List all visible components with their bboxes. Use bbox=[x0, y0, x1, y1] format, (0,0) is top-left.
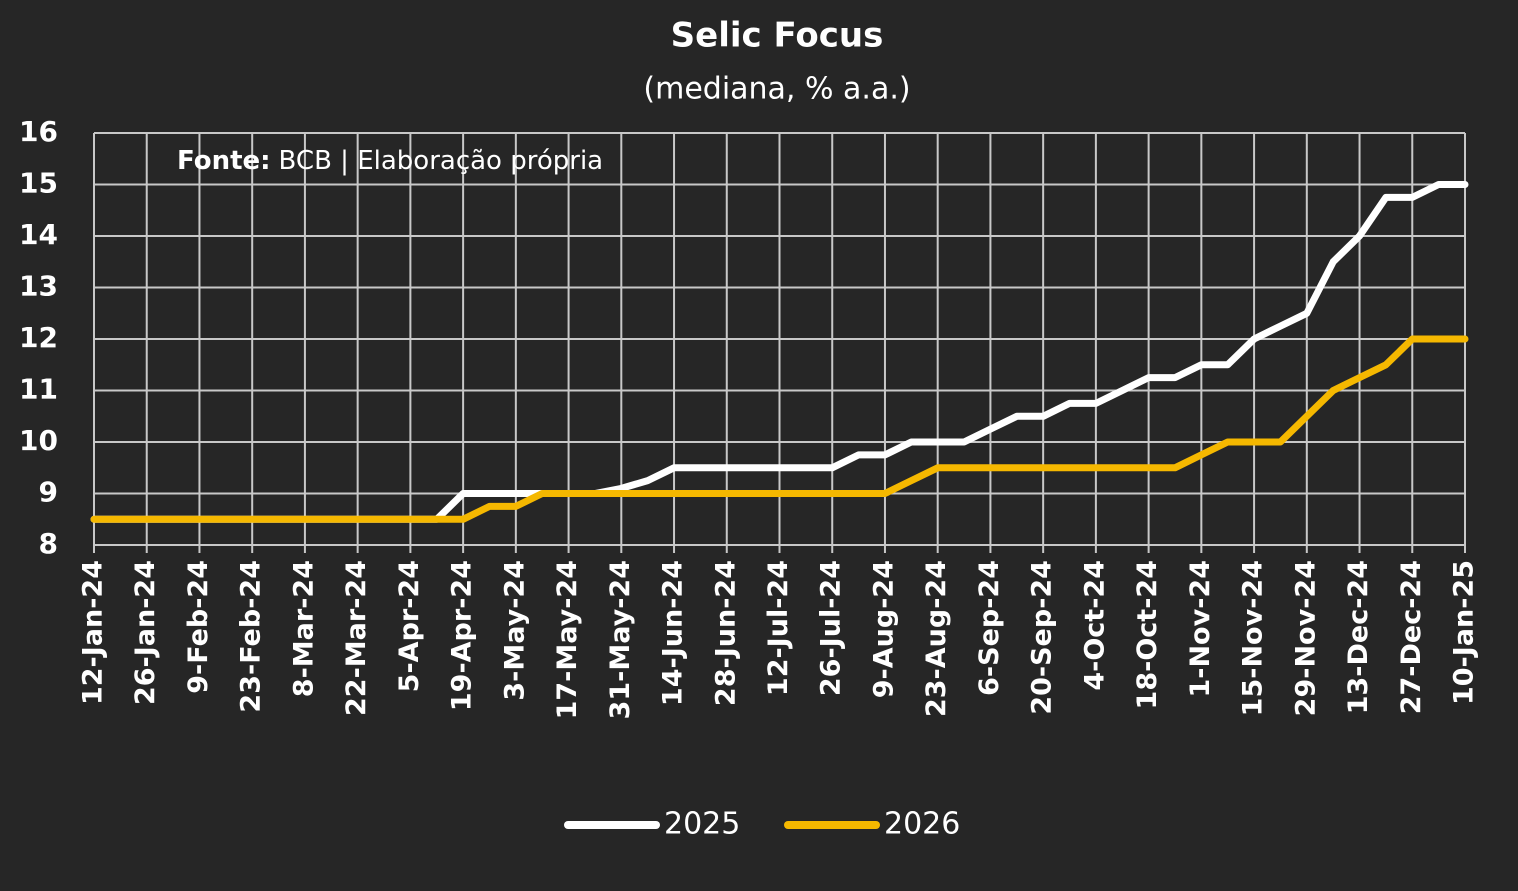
y-tick-label: 16 bbox=[19, 115, 58, 148]
y-tick-label: 15 bbox=[19, 167, 58, 200]
x-tick-label: 20-Sep-24 bbox=[1027, 560, 1058, 715]
x-tick-label: 1-Nov-24 bbox=[1185, 560, 1216, 698]
y-tick-label: 13 bbox=[19, 270, 58, 303]
x-tick-label: 23-Feb-24 bbox=[236, 560, 267, 713]
x-tick-label: 22-Mar-24 bbox=[341, 560, 372, 716]
x-tick-label: 3-May-24 bbox=[499, 560, 530, 701]
x-tick-label: 12-Jan-24 bbox=[78, 560, 109, 705]
chart-title: Selic Focus bbox=[671, 16, 884, 56]
source-label: Fonte: bbox=[177, 146, 271, 176]
y-tick-label: 10 bbox=[19, 424, 58, 457]
x-tick-label: 6-Sep-24 bbox=[974, 560, 1005, 696]
legend-label: 2025 bbox=[664, 807, 740, 842]
series-line bbox=[90, 335, 1469, 523]
chart-subtitle: (mediana, % a.a.) bbox=[643, 72, 910, 107]
y-tick-label: 9 bbox=[39, 476, 58, 509]
x-tick-label: 15-Nov-24 bbox=[1238, 560, 1269, 716]
x-tick-label: 31-May-24 bbox=[605, 560, 636, 719]
x-tick-label: 18-Oct-24 bbox=[1132, 560, 1163, 709]
x-tick-label: 9-Feb-24 bbox=[183, 560, 214, 694]
x-tick-label: 29-Nov-24 bbox=[1290, 560, 1321, 716]
x-tick-label: 23-Aug-24 bbox=[921, 560, 952, 717]
y-tick-label: 14 bbox=[19, 218, 58, 251]
x-tick-label: 12-Jul-24 bbox=[763, 560, 794, 696]
x-tick-label: 10-Jan-25 bbox=[1449, 560, 1480, 705]
x-tick-label: 13-Dec-24 bbox=[1343, 560, 1374, 714]
x-tick-label: 26-Jul-24 bbox=[816, 560, 847, 696]
x-tick-label: 14-Jun-24 bbox=[658, 560, 689, 706]
legend-label: 2026 bbox=[884, 807, 960, 842]
y-tick-label: 12 bbox=[19, 321, 58, 354]
x-tick-label: 19-Apr-24 bbox=[447, 560, 478, 711]
x-tick-label: 4-Oct-24 bbox=[1079, 560, 1110, 691]
x-tick-label: 28-Jun-24 bbox=[710, 560, 741, 706]
x-tick-label: 27-Dec-24 bbox=[1396, 560, 1427, 714]
source-text: BCB | Elaboração própria bbox=[279, 146, 604, 176]
x-tick-label: 26-Jan-24 bbox=[130, 560, 161, 705]
x-tick-label: 17-May-24 bbox=[552, 560, 583, 719]
source-note: Fonte: BCB | Elaboração própria bbox=[177, 146, 603, 176]
y-tick-label: 8 bbox=[39, 527, 58, 560]
x-tick-label: 9-Aug-24 bbox=[868, 560, 899, 698]
x-tick-label: 5-Apr-24 bbox=[394, 560, 425, 692]
x-tick-label: 8-Mar-24 bbox=[288, 560, 319, 697]
y-tick-label: 11 bbox=[19, 373, 58, 406]
